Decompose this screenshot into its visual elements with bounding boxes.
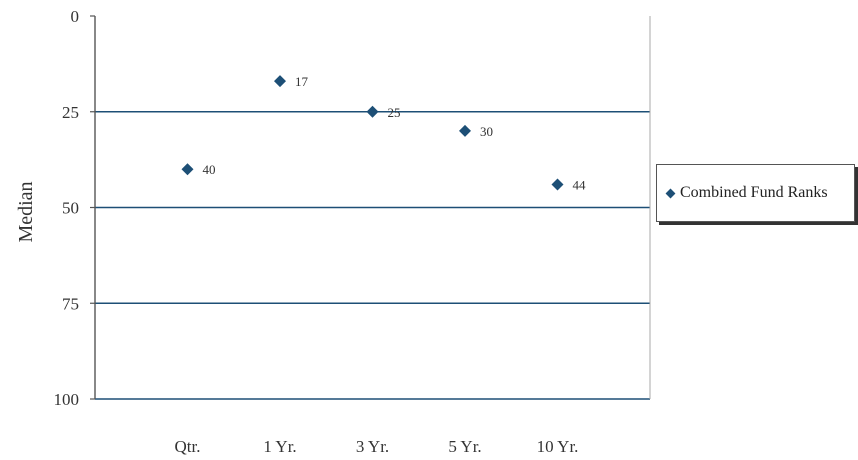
data-label: 30 xyxy=(480,124,493,139)
data-label: 44 xyxy=(573,178,587,193)
legend-diamond-icon xyxy=(665,188,676,198)
data-label: 40 xyxy=(203,162,216,177)
legend-series-label: Combined Fund Ranks xyxy=(680,184,828,201)
x-tick-label: 3 Yr. xyxy=(356,437,389,456)
legend: Combined Fund Ranks xyxy=(656,164,855,222)
data-label: 17 xyxy=(295,74,309,89)
data-points: 40 17 25 30 44 xyxy=(181,74,587,193)
x-tick-label: 5 Yr. xyxy=(448,437,481,456)
data-point-diamond xyxy=(181,163,194,176)
y-axis-label: Median xyxy=(15,181,37,242)
data-point-diamond xyxy=(274,75,286,88)
y-tick-labels: 0 25 50 75 100 xyxy=(54,7,95,409)
y-tick-label: 100 xyxy=(54,390,80,409)
data-label: 25 xyxy=(388,105,401,120)
y-tick-label: 50 xyxy=(62,199,79,218)
data-point-diamond xyxy=(459,124,471,137)
x-tick-labels: Qtr. 1 Yr. 3 Yr. 5 Yr. 10 Yr. xyxy=(175,437,579,456)
y-tick-label: 25 xyxy=(62,103,79,122)
y-tick-label: 75 xyxy=(62,294,79,313)
data-point-diamond xyxy=(366,105,379,118)
x-tick-label: 1 Yr. xyxy=(263,437,296,456)
x-tick-label: 10 Yr. xyxy=(537,437,579,456)
y-tick-label: 0 xyxy=(71,7,80,26)
x-tick-label: Qtr. xyxy=(175,437,201,456)
data-point-diamond xyxy=(551,178,564,191)
gridlines xyxy=(95,111,650,400)
